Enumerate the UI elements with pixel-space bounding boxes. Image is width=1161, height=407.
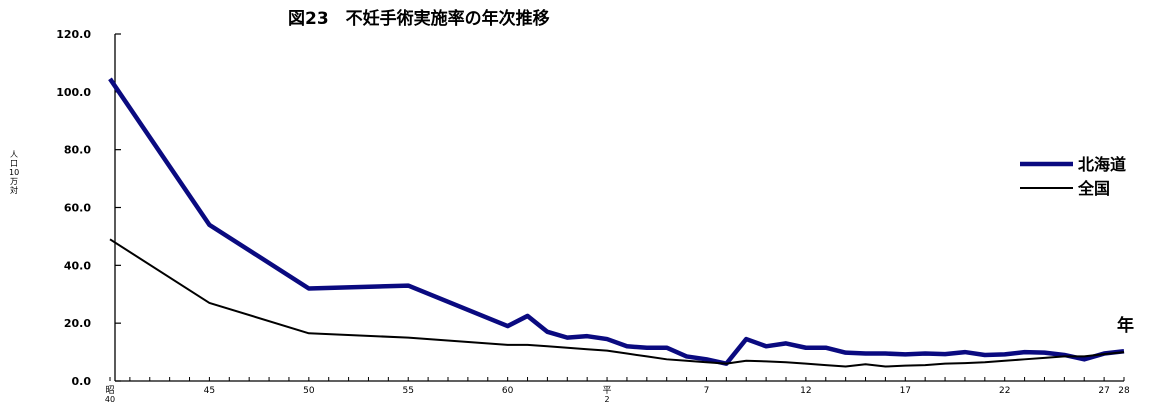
series-line-hokkaido	[108, 77, 1125, 366]
y-tick-label: 60.0	[64, 202, 91, 215]
x-tick-label: 7	[704, 386, 710, 396]
y-tick-label: 40.0	[64, 259, 91, 272]
x-tick-label: 2	[605, 395, 610, 404]
y-tick-label: 0.0	[72, 375, 92, 388]
series-line-national	[109, 238, 1125, 368]
y-axis-label-char: 万	[10, 177, 18, 186]
x-tick-label: 40	[105, 395, 115, 404]
axes: 0.0 20.0 40.0 60.0 80.0 100.0 120.0 昭40 45 50 55 60…	[56, 28, 1130, 404]
x-axis-title: 年	[1117, 315, 1134, 336]
legend-label: 全国	[1077, 179, 1110, 198]
x-tick-label: 55	[403, 386, 414, 396]
y-tick-label: 120.0	[56, 28, 91, 41]
series-layer	[108, 77, 1125, 368]
y-axis-label-char: 対	[10, 186, 18, 195]
y-tick-label: 80.0	[64, 144, 91, 157]
x-tick-label: 45	[204, 386, 215, 396]
legend-label: 北海道	[1078, 155, 1126, 174]
x-tick-label: 50	[303, 386, 315, 396]
y-axis-label-char: 口	[10, 159, 18, 168]
x-tick-label: 12	[800, 386, 811, 396]
y-tick-label: 100.0	[56, 86, 91, 99]
x-tick-label: 60	[502, 386, 514, 396]
x-tick-label: 17	[900, 386, 911, 396]
y-tick-label: 20.0	[64, 317, 91, 330]
y-axis-label-char: 人	[10, 150, 18, 159]
chart-title: 図23 不妊手術実施率の年次推移	[288, 8, 550, 29]
x-tick-label: 平	[603, 385, 612, 396]
x-tick-label: 28	[1118, 386, 1130, 396]
x-tick-label: 22	[999, 386, 1010, 396]
y-axis-label: 人口 10 万対	[9, 150, 19, 195]
x-tick-label: 27	[1098, 386, 1109, 396]
y-axis-label-char: 10	[9, 168, 20, 177]
x-tick-label: 昭	[105, 385, 114, 396]
